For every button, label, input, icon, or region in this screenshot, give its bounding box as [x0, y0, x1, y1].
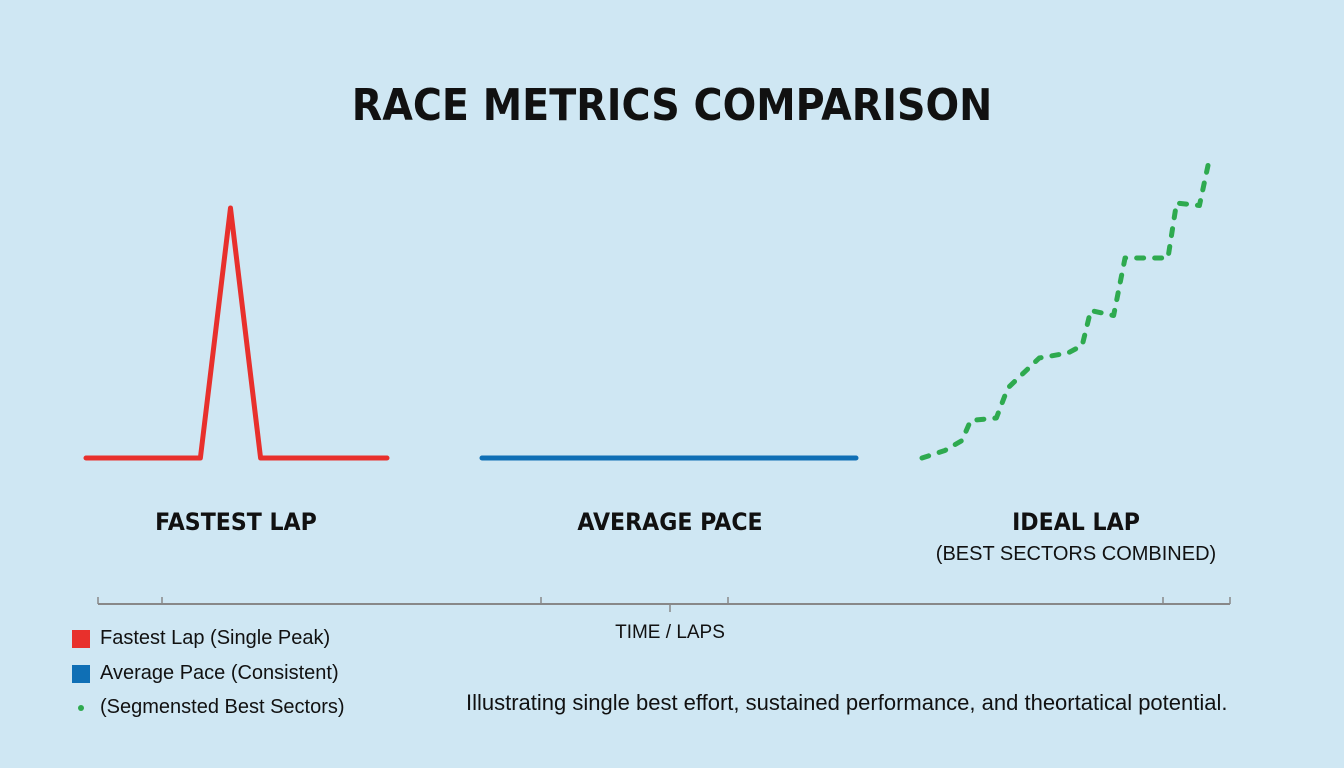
legend-label: Fastest Lap (Single Peak) — [100, 627, 331, 649]
caption: Illustrating single best effort, sustain… — [466, 690, 1228, 715]
panel-label-average-pace: AVERAGE PACE — [577, 508, 763, 536]
panel-label-ideal-lap: IDEAL LAP — [1012, 508, 1140, 536]
x-axis-ticks — [97, 597, 1231, 612]
legend-dot-green — [78, 704, 84, 711]
legend-item-fastest-lap: Fastest Lap (Single Peak) — [72, 627, 330, 650]
legend-swatch-blue — [72, 664, 90, 683]
chart-title: RACE METRICS COMPARISON — [351, 80, 993, 131]
panel-label-fastest-lap: FASTEST LAP — [155, 508, 317, 536]
legend-item-best-sectors: (Segmensted Best Sectors) — [72, 696, 345, 719]
legend-label: Average Pace (Consistent) — [100, 662, 339, 684]
legend-item-average-pace: Average Pace (Consistent) — [72, 662, 339, 685]
panel-sublabel-ideal-lap: (BEST SECTORS COMBINED) — [935, 543, 1217, 565]
ideal-lap-line — [919, 163, 1211, 461]
legend-swatch-red — [72, 629, 90, 648]
x-axis-label: TIME / LAPS — [615, 622, 725, 643]
fastest-lap-line — [83, 205, 390, 461]
legend-label: (Segmensted Best Sectors) — [100, 696, 345, 718]
